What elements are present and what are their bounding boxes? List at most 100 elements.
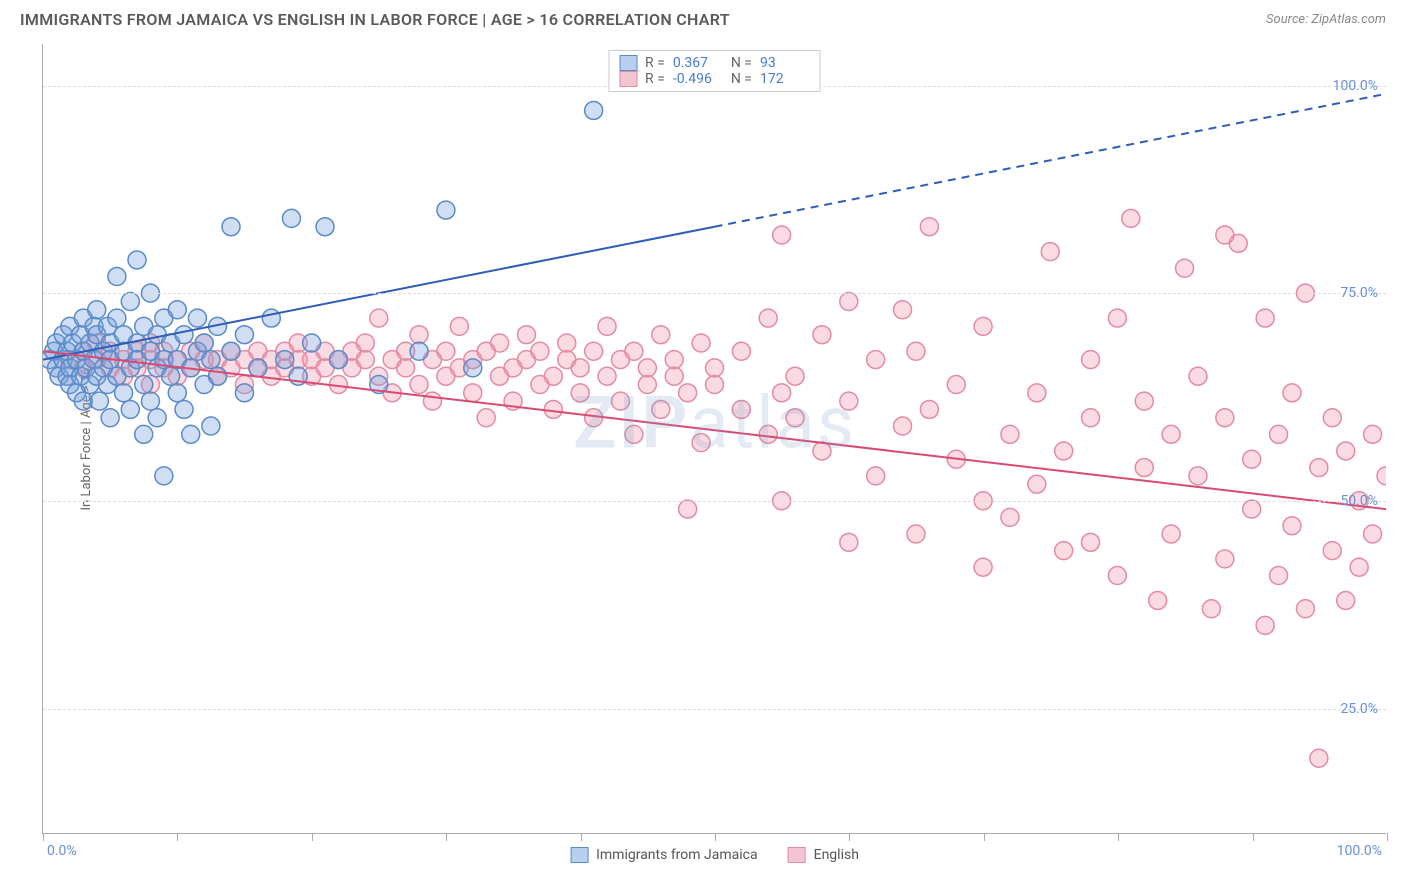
- correlation-legend: R = 0.367 N = 93 R = -0.496 N = 172: [608, 50, 821, 92]
- gridline: [43, 501, 1386, 502]
- data-point: [907, 525, 925, 543]
- data-point: [1202, 600, 1220, 618]
- data-point: [544, 400, 562, 418]
- data-point: [464, 359, 482, 377]
- data-point: [1149, 591, 1167, 609]
- data-point: [1270, 425, 1288, 443]
- data-point: [558, 334, 576, 352]
- data-point: [907, 342, 925, 360]
- data-point: [155, 467, 173, 485]
- legend-label: English: [814, 847, 859, 863]
- data-point: [1001, 508, 1019, 526]
- data-point: [867, 467, 885, 485]
- data-point: [638, 376, 656, 394]
- data-point: [840, 533, 858, 551]
- data-point: [1189, 467, 1207, 485]
- legend-swatch-pink: [788, 847, 806, 863]
- data-point: [706, 359, 724, 377]
- data-point: [1108, 567, 1126, 585]
- data-point: [135, 425, 153, 443]
- data-point: [410, 342, 428, 360]
- data-point: [1082, 409, 1100, 427]
- data-point: [974, 317, 992, 335]
- x-axis-max-label: 100.0%: [1337, 843, 1382, 859]
- data-point: [1041, 243, 1059, 261]
- data-point: [1350, 558, 1368, 576]
- data-point: [175, 326, 193, 344]
- data-point: [920, 218, 938, 236]
- legend-row: R = -0.496 N = 172: [619, 71, 810, 87]
- data-point: [1364, 425, 1382, 443]
- data-point: [141, 392, 159, 410]
- data-point: [1028, 384, 1046, 402]
- data-point: [585, 342, 603, 360]
- data-point: [162, 367, 180, 385]
- data-point: [544, 367, 562, 385]
- data-point: [175, 400, 193, 418]
- data-point: [1310, 459, 1328, 477]
- data-point: [202, 351, 220, 369]
- scatter-plot: [43, 44, 1386, 833]
- data-point: [356, 334, 374, 352]
- data-point: [121, 292, 139, 310]
- source-attribution: Source: ZipAtlas.com: [1266, 12, 1386, 27]
- data-point: [249, 359, 267, 377]
- y-tick-label: 100.0%: [1333, 78, 1378, 94]
- data-point: [101, 409, 119, 427]
- data-point: [894, 301, 912, 319]
- x-tick: [446, 833, 447, 841]
- data-point: [665, 367, 683, 385]
- data-point: [356, 351, 374, 369]
- data-point: [1055, 542, 1073, 560]
- data-point: [1001, 425, 1019, 443]
- legend-swatch-pink: [619, 71, 637, 87]
- data-point: [115, 384, 133, 402]
- y-tick-label: 50.0%: [1340, 493, 1378, 509]
- data-point: [679, 500, 697, 518]
- data-point: [1162, 525, 1180, 543]
- x-axis-min-label: 0.0%: [47, 843, 77, 859]
- data-point: [235, 384, 253, 402]
- data-point: [840, 292, 858, 310]
- x-tick: [581, 833, 582, 841]
- legend-swatch-blue: [570, 847, 588, 863]
- data-point: [282, 209, 300, 227]
- x-tick: [1387, 833, 1388, 841]
- legend-row: R = 0.367 N = 93: [619, 55, 810, 71]
- data-point: [1135, 392, 1153, 410]
- x-tick: [849, 833, 850, 841]
- data-point: [303, 334, 321, 352]
- data-point: [121, 400, 139, 418]
- data-point: [625, 425, 643, 443]
- data-point: [108, 268, 126, 286]
- data-point: [759, 425, 777, 443]
- x-tick: [177, 833, 178, 841]
- data-point: [74, 392, 92, 410]
- data-point: [464, 384, 482, 402]
- data-point: [1176, 259, 1194, 277]
- data-point: [1256, 309, 1274, 327]
- data-point: [1108, 309, 1126, 327]
- data-point: [732, 400, 750, 418]
- data-point: [759, 309, 777, 327]
- data-point: [692, 434, 710, 452]
- x-tick: [1253, 833, 1254, 841]
- x-tick: [43, 833, 44, 841]
- data-point: [598, 317, 616, 335]
- y-tick-label: 75.0%: [1340, 285, 1378, 301]
- data-point: [1122, 209, 1140, 227]
- data-point: [276, 351, 294, 369]
- data-point: [652, 326, 670, 344]
- data-point: [517, 326, 535, 344]
- data-point: [450, 317, 468, 335]
- data-point: [598, 367, 616, 385]
- x-tick: [715, 833, 716, 841]
- data-point: [1243, 500, 1261, 518]
- data-point: [692, 334, 710, 352]
- legend-label: Immigrants from Jamaica: [596, 847, 758, 863]
- data-point: [410, 376, 428, 394]
- data-point: [148, 409, 166, 427]
- data-point: [195, 334, 213, 352]
- data-point: [1055, 442, 1073, 460]
- gridline: [43, 293, 1386, 294]
